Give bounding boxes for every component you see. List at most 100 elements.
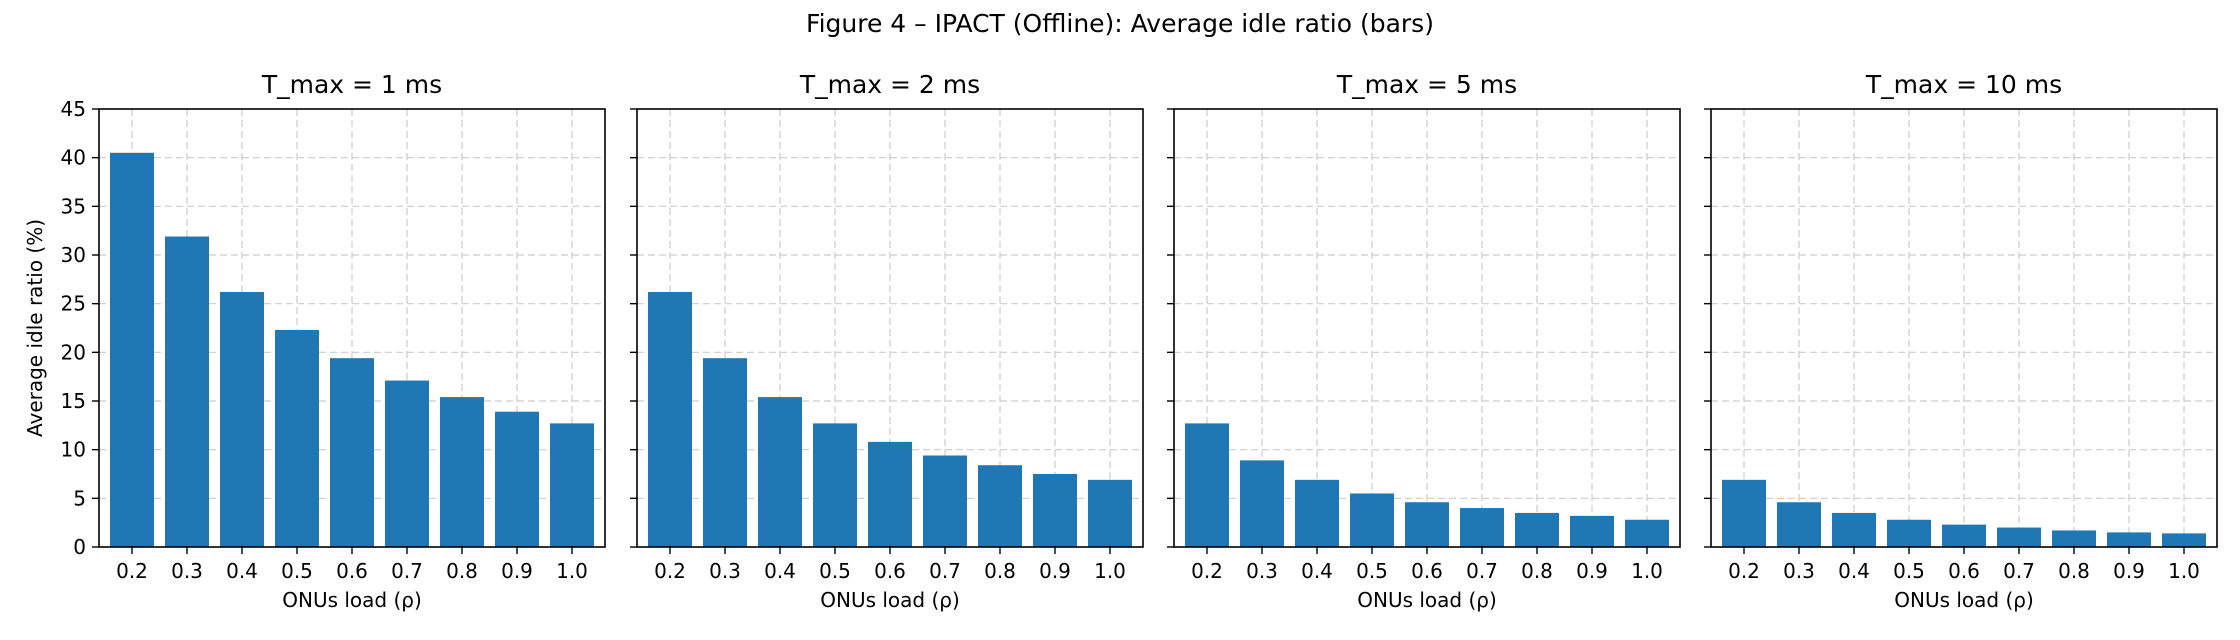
y-tick-label: 0 [73, 535, 86, 559]
bar [1185, 423, 1229, 547]
x-axis-label: ONUs load (ρ) [282, 588, 422, 612]
x-tick-label: 0.9 [2113, 559, 2145, 583]
bar [1570, 515, 1614, 547]
bars [110, 152, 594, 548]
y-tick-label: 25 [61, 292, 86, 316]
x-tick-label: 0.6 [1411, 559, 1443, 583]
y-tick-label: 35 [61, 194, 86, 218]
x-tick-label: 0.9 [501, 559, 533, 583]
x-axis-label: ONUs load (ρ) [1894, 588, 2034, 612]
bar [1777, 502, 1821, 547]
y-tick-label: 5 [73, 486, 86, 510]
x-tick-label: 0.2 [116, 559, 148, 583]
bars [1722, 479, 2206, 547]
bar [1832, 512, 1876, 547]
bar [1350, 493, 1394, 547]
bar [385, 380, 429, 547]
x-axis-label: ONUs load (ρ) [820, 588, 960, 612]
x-tick-label: 0.6 [336, 559, 368, 583]
subplot-title: T_max = 1 ms [261, 70, 442, 99]
bar [1295, 479, 1339, 547]
bar [1942, 524, 1986, 547]
x-tick-label: 0.4 [764, 559, 796, 583]
bars [1185, 423, 1669, 547]
bar [1722, 479, 1766, 547]
x-tick-label: 0.7 [929, 559, 961, 583]
x-tick-label: 0.5 [819, 559, 851, 583]
x-tick-label: 0.2 [654, 559, 686, 583]
bar [110, 152, 154, 548]
y-tick-label: 45 [61, 97, 86, 121]
bar [275, 329, 319, 547]
bar [2107, 532, 2151, 547]
x-tick-label: 0.6 [1948, 559, 1980, 583]
x-axis-label: ONUs load (ρ) [1357, 588, 1497, 612]
y-tick-label: 40 [61, 146, 86, 170]
bar [165, 236, 209, 548]
x-tick-label: 0.4 [1838, 559, 1870, 583]
bar [923, 455, 967, 547]
grid [1711, 109, 2217, 547]
bars [648, 291, 1132, 547]
subplot-title: T_max = 5 ms [1336, 70, 1517, 99]
x-tick-label: 0.4 [1301, 559, 1333, 583]
figure-title: Figure 4 – IPACT (Offline): Average idle… [806, 9, 1434, 38]
bar [495, 411, 539, 547]
subplot-3: 0.2 0.3 0.4 0.5 0.6 0.7 0.8 0.9 1.0 T_max = 5 ms O… [1167, 70, 1681, 612]
subplot-1: 0 5 10 15 20 25 30 35 40 45 0.2 0.3 0.4 0.5 0.6 0.7 0.8 0… [23, 70, 606, 612]
x-tick-label: 1.0 [1631, 559, 1663, 583]
bar [813, 423, 857, 547]
x-tick-label: 0.7 [391, 559, 423, 583]
bar [1515, 512, 1559, 547]
x-tick-label: 0.5 [281, 559, 313, 583]
bar [550, 423, 594, 547]
x-tick-label: 0.3 [709, 559, 741, 583]
bar [220, 291, 264, 547]
x-tick-label: 0.6 [874, 559, 906, 583]
bar [648, 291, 692, 547]
bar [1887, 519, 1931, 547]
subplot-2: 0.2 0.3 0.4 0.5 0.6 0.7 0.8 0.9 1.0 T_max = 2 ms O… [630, 70, 1144, 612]
x-tick-label: 0.8 [446, 559, 478, 583]
y-axis-label: Average idle ratio (%) [23, 219, 47, 437]
bar [1240, 460, 1284, 547]
axes-frame [1710, 108, 2218, 548]
subplot-title: T_max = 2 ms [799, 70, 980, 99]
y-tick-label: 10 [61, 438, 86, 462]
bar [1405, 502, 1449, 547]
bar [2052, 530, 2096, 547]
subplot-4: 0.2 0.3 0.4 0.5 0.6 0.7 0.8 0.9 1.0 T_max = 10 ms… [1704, 70, 2218, 612]
x-tick-label: 0.3 [171, 559, 203, 583]
bar [1460, 508, 1504, 547]
x-tick-label: 0.4 [226, 559, 258, 583]
x-tick-label: 0.2 [1191, 559, 1223, 583]
x-tick-label: 0.8 [2058, 559, 2090, 583]
subplot-title: T_max = 10 ms [1865, 70, 2062, 99]
x-tick-label: 0.7 [2003, 559, 2035, 583]
x-tick-label: 0.5 [1893, 559, 1925, 583]
x-tick-label: 0.8 [1521, 559, 1553, 583]
bar [703, 358, 747, 547]
bar [868, 441, 912, 547]
y-tick-label: 15 [61, 389, 86, 413]
bar [2162, 533, 2206, 547]
x-tick-label: 0.3 [1783, 559, 1815, 583]
bar [1033, 474, 1077, 547]
bar [440, 397, 484, 547]
x-tick-label: 1.0 [2168, 559, 2200, 583]
x-tick-label: 0.9 [1039, 559, 1071, 583]
x-tick-label: 0.3 [1246, 559, 1278, 583]
bar [330, 358, 374, 547]
bar [1997, 527, 2041, 547]
y-tick-label: 30 [61, 243, 86, 267]
x-tick-label: 1.0 [1094, 559, 1126, 583]
y-tick-label: 20 [61, 340, 86, 364]
x-tick-label: 0.5 [1356, 559, 1388, 583]
x-tick-label: 0.2 [1728, 559, 1760, 583]
x-tick-label: 0.7 [1466, 559, 1498, 583]
x-tick-label: 0.9 [1576, 559, 1608, 583]
bar [1625, 519, 1669, 547]
bar [978, 465, 1022, 547]
